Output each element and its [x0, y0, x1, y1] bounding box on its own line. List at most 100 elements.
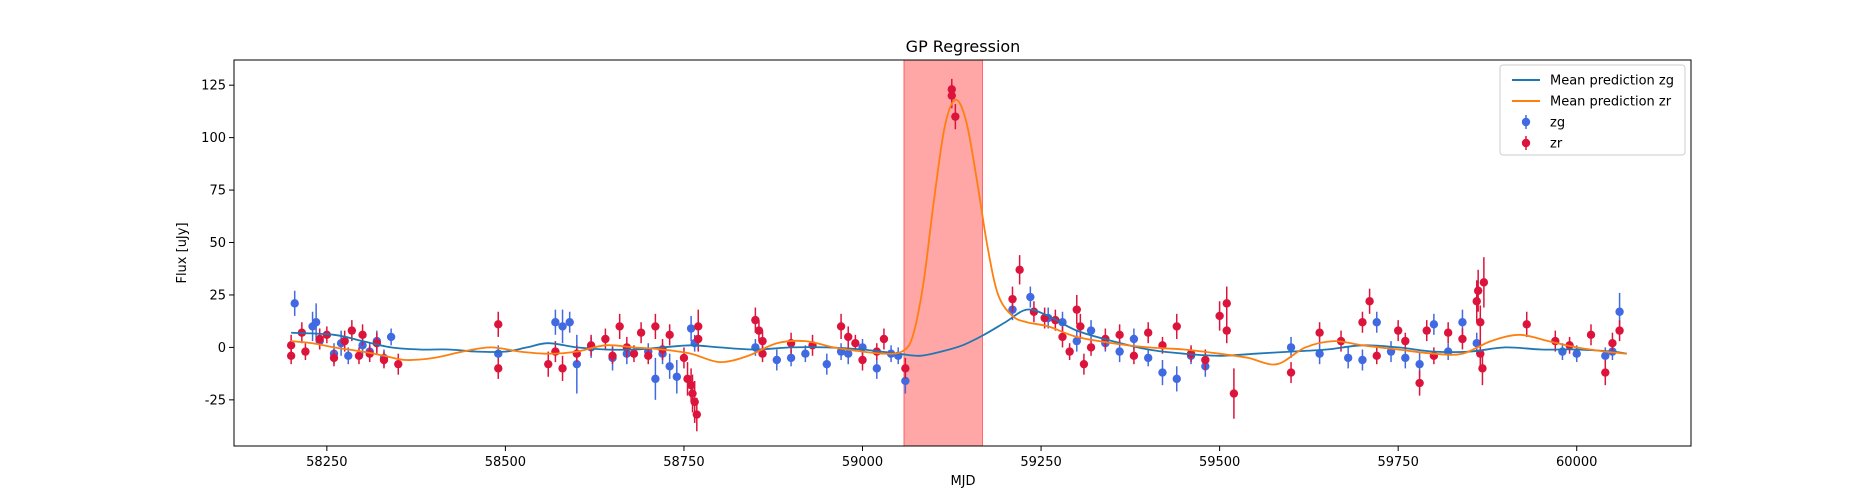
data-point-zr [901, 364, 910, 373]
data-point-zg [572, 359, 582, 369]
shaded-region-group [903, 59, 983, 447]
data-point-zg [901, 376, 910, 386]
data-point-zr [694, 322, 703, 331]
data-point-zr [494, 320, 503, 329]
x-tick-label: 58250 [306, 455, 347, 470]
data-point-zg [1458, 318, 1467, 327]
data-point-zr [315, 334, 324, 344]
data-point-zr [644, 351, 653, 360]
data-point-zr [636, 328, 646, 337]
data-point-zr [683, 374, 692, 384]
y-tick-label: 25 [209, 288, 226, 303]
y-tick-label: 50 [209, 236, 226, 251]
x-tick-label: 59500 [1199, 455, 1240, 470]
data-point-zr [1008, 294, 1017, 304]
data-point-zr [1201, 355, 1210, 365]
x-axis-label: MJD [950, 474, 975, 489]
data-point-zr [851, 339, 860, 348]
data-point-zr [329, 353, 339, 363]
y-tick-label: -25 [205, 393, 226, 408]
data-point-zr [1365, 297, 1374, 306]
legend-label: zg [1550, 116, 1565, 131]
data-point-zr [692, 410, 702, 419]
data-point-zr [1472, 297, 1481, 306]
plot-background [234, 60, 1691, 446]
data-point-zr [1222, 326, 1231, 335]
data-point-zg [1129, 334, 1139, 344]
x-tick-label: 59250 [1020, 455, 1061, 470]
data-point-zr [1415, 378, 1424, 388]
data-point-zr [1358, 318, 1367, 327]
data-point-zr [615, 322, 624, 331]
data-point-zr [301, 347, 310, 356]
data-point-zr [1086, 343, 1096, 352]
data-point-zr [751, 315, 760, 325]
data-point-zg [290, 299, 299, 308]
chart-title: GP Regression [906, 37, 1021, 56]
data-point-zg [344, 351, 353, 360]
data-point-zg [844, 349, 853, 358]
data-point-zr [340, 336, 349, 346]
data-point-zr [1079, 359, 1089, 369]
data-point-zr [1393, 326, 1403, 335]
data-point-zr [1372, 351, 1381, 360]
data-point-zg [1158, 368, 1167, 377]
data-point-zg [1315, 349, 1324, 358]
data-point-zg [1172, 374, 1181, 384]
data-point-zr [1229, 389, 1239, 398]
data-point-zr [1072, 305, 1081, 314]
data-point-zr [379, 355, 389, 365]
data-point-zg [311, 318, 321, 327]
legend-label: Mean prediction zg [1550, 74, 1674, 89]
data-point-zr [1458, 334, 1467, 344]
data-point-zg [1072, 336, 1081, 346]
data-point-zr [544, 359, 553, 369]
data-point-zg [1358, 355, 1367, 365]
data-point-zg [1601, 351, 1610, 360]
data-point-zr [1015, 265, 1024, 274]
data-point-zr [665, 330, 674, 340]
data-point-zr [1286, 368, 1296, 377]
data-point-zg [1372, 318, 1381, 327]
data-point-zr [286, 341, 296, 350]
data-point-zr [1473, 286, 1483, 295]
x-tick-label: 60000 [1556, 455, 1597, 470]
data-point-zr [1215, 311, 1224, 321]
data-point-zr [394, 359, 403, 369]
line-mean-prediction-zr [291, 98, 1627, 366]
data-point-zr [1586, 330, 1596, 340]
legend-marker-swatch [1521, 138, 1531, 148]
y-tick-label: 100 [201, 131, 226, 146]
mean-prediction-lines [291, 98, 1627, 366]
data-point-zr [1143, 328, 1153, 337]
legend-label: Mean prediction zr [1550, 95, 1672, 110]
data-point-zg [822, 359, 831, 369]
data-point-zr [1478, 364, 1487, 373]
data-point-zr [1065, 347, 1074, 356]
legend-marker-swatch [1521, 117, 1531, 127]
data-point-zg [801, 349, 810, 358]
plot-area [233, 59, 1692, 447]
data-point-zg [1115, 347, 1124, 356]
data-point-zr [494, 364, 503, 373]
data-point-zg [551, 318, 560, 327]
errorbar-series-group [286, 78, 1624, 432]
data-point-zr [651, 322, 660, 331]
data-point-zr [1129, 351, 1139, 360]
y-tick-label: 125 [201, 79, 226, 94]
x-tick-label: 58750 [663, 455, 704, 470]
data-point-zr [1476, 318, 1485, 327]
x-tick-label: 58500 [485, 455, 526, 470]
shaded-region [903, 59, 983, 447]
plot-frame [233, 59, 1692, 447]
legend: Mean prediction zg Mean prediction zr zg zr [1499, 64, 1686, 156]
data-point-zg [1026, 292, 1035, 302]
data-point-zr [1443, 328, 1453, 337]
data-point-zg [651, 374, 660, 384]
data-point-zr [679, 353, 689, 363]
data-point-zg [1143, 353, 1153, 363]
data-point-zg [1415, 359, 1424, 369]
data-point-zr [1315, 328, 1324, 337]
data-point-zr [1076, 322, 1085, 331]
data-point-zr [1479, 278, 1489, 287]
